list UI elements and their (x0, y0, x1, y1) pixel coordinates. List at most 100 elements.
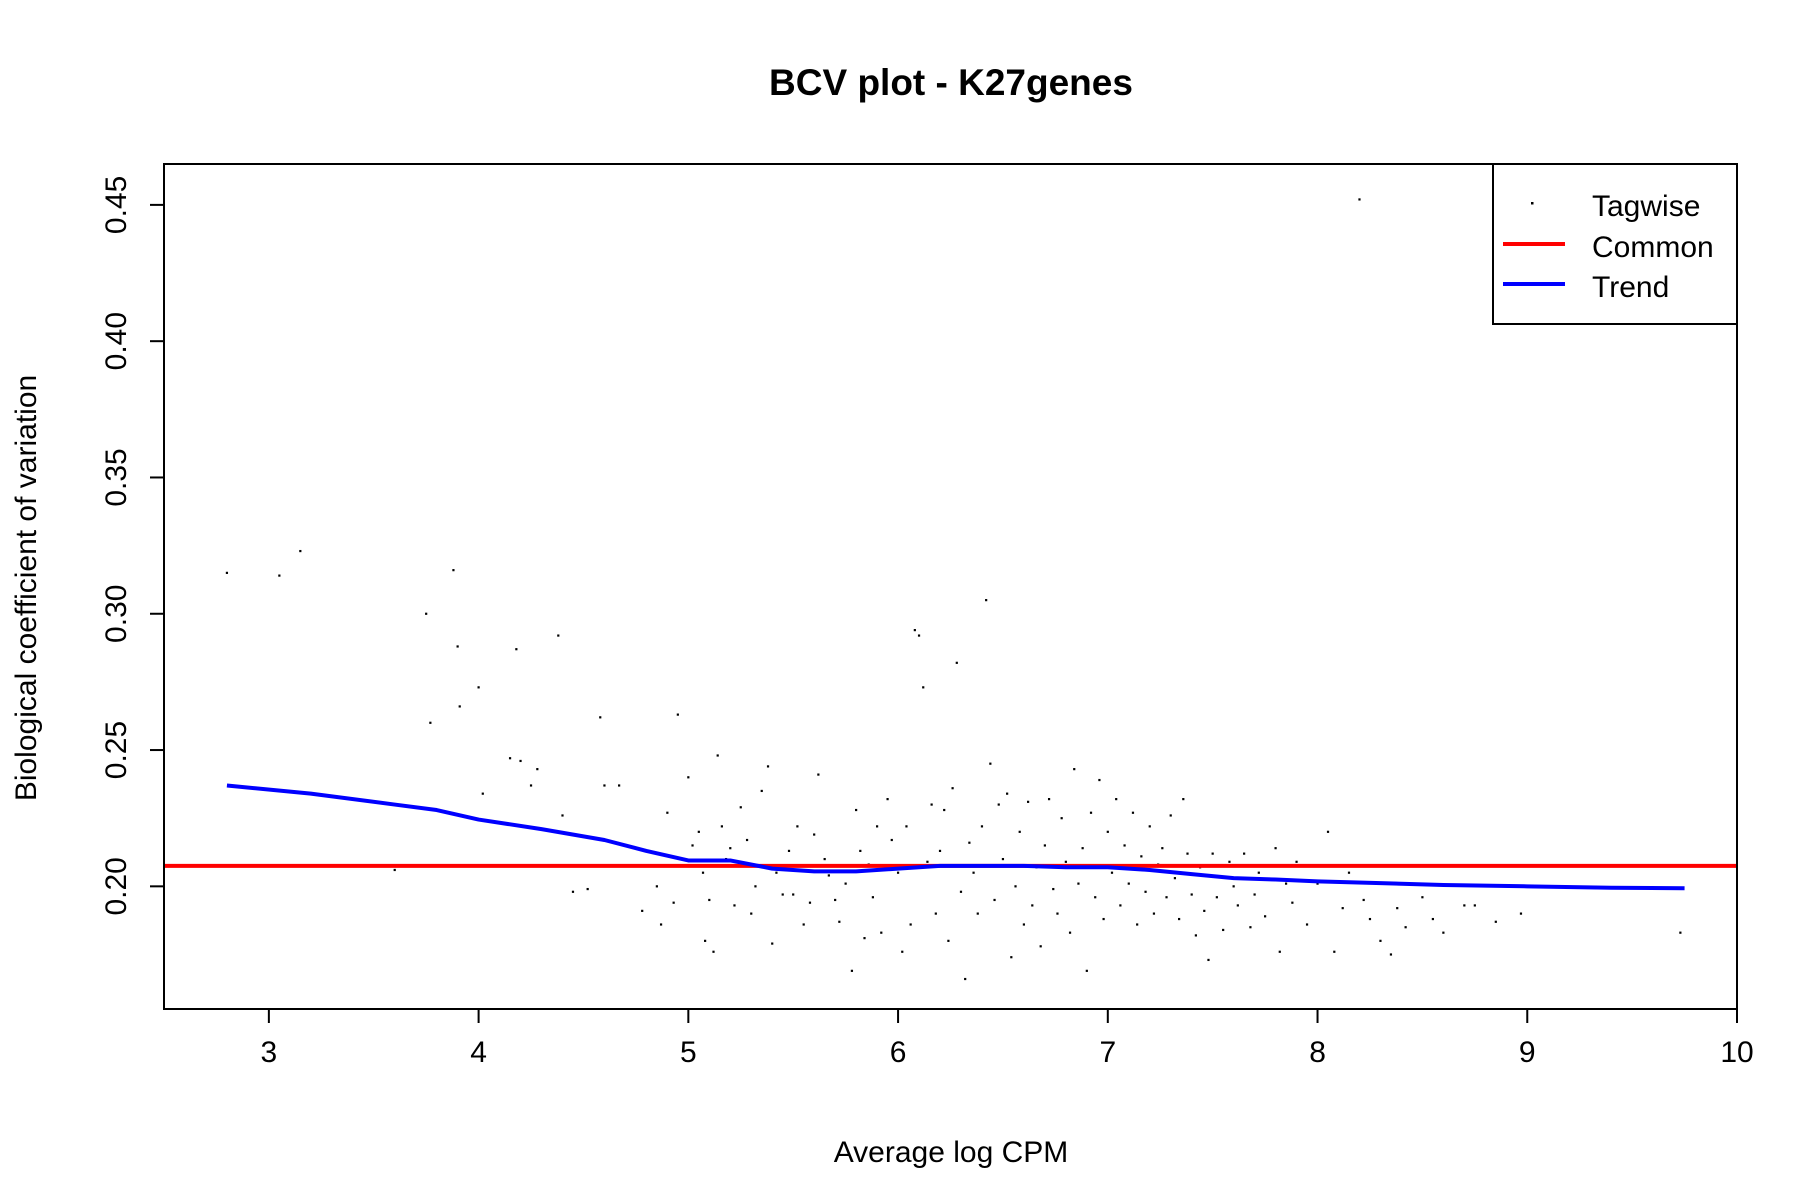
tagwise-point (1316, 882, 1319, 885)
tagwise-point (1284, 882, 1288, 885)
tagwise-point (519, 759, 522, 763)
y-tick-label: 0.40 (100, 312, 133, 370)
tagwise-point (1161, 847, 1164, 850)
tagwise-point (676, 713, 679, 716)
tagwise-point (1182, 798, 1185, 801)
tagwise-point (1098, 778, 1101, 782)
tagwise-point (1232, 885, 1235, 888)
tagwise-point (955, 661, 958, 664)
tagwise-point (1341, 907, 1344, 910)
tagwise-point (1190, 893, 1193, 896)
tagwise-point (1169, 814, 1172, 817)
tagwise-point (1119, 904, 1122, 907)
tagwise-point (571, 890, 575, 893)
tagwise-point (976, 912, 979, 915)
plot-frame (163, 163, 1738, 1010)
tagwise-point (1081, 847, 1084, 850)
tagwise-point (1152, 912, 1156, 915)
tagwise-point (720, 825, 723, 828)
tagwise-point (1073, 768, 1076, 771)
tagwise-point (1106, 830, 1109, 833)
tagwise-point (1222, 928, 1225, 932)
tagwise-point (781, 893, 784, 896)
tagwise-point (917, 634, 921, 637)
tagwise-point (456, 645, 459, 648)
tagwise-point (1421, 896, 1424, 899)
tagwise-point (1379, 939, 1382, 942)
tagwise-point (1274, 847, 1277, 850)
tagwise-point (905, 825, 908, 828)
tagwise-point (481, 792, 484, 795)
tagwise-point (926, 860, 929, 863)
tagwise-point (452, 569, 455, 572)
tagwise-point (1102, 917, 1105, 921)
tagwise-point (890, 838, 893, 842)
tagwise-point (716, 754, 719, 757)
tagwise-point (599, 716, 602, 719)
tagwise-point (1243, 852, 1246, 855)
tagwise-point (1236, 904, 1239, 907)
tagwise-point (1077, 882, 1080, 885)
tagwise-point (896, 871, 900, 874)
tagwise-point (536, 768, 539, 771)
tagwise-point (1295, 860, 1298, 863)
tagwise-point (817, 773, 820, 776)
x-tick-label: 3 (261, 1036, 278, 1069)
tagwise-point (1362, 898, 1365, 902)
tagwise-point (712, 950, 715, 953)
tagwise-point (1131, 811, 1135, 814)
tagwise-point (1006, 792, 1009, 795)
tagwise-point (739, 806, 742, 809)
tagwise-point (1052, 887, 1055, 891)
tagwise-point (1140, 855, 1143, 858)
tagwise-point (938, 849, 942, 853)
tagwise-point (1333, 950, 1336, 953)
tagwise-point (561, 814, 564, 817)
tagwise-point (913, 629, 916, 632)
tagwise-point (425, 612, 428, 615)
tagwise-point (586, 887, 589, 891)
tagwise-point (985, 599, 988, 602)
tagwise-point (792, 893, 795, 896)
tagwise-point (813, 833, 816, 836)
tagwise-point (659, 923, 663, 926)
tagwise-point (1358, 198, 1361, 201)
tagwise-point (515, 648, 518, 651)
tagwise-point (850, 969, 854, 972)
y-tick-label: 0.35 (100, 448, 133, 506)
tagwise-point (1144, 890, 1147, 893)
tagwise-point (1148, 825, 1151, 828)
tagwise-point (886, 798, 889, 801)
tagwise-point (859, 849, 862, 853)
tagwise-point (1396, 907, 1399, 910)
tagwise-point (672, 901, 675, 904)
tagwise-point (766, 765, 770, 768)
chart-title: BCV plot - K27genes (769, 62, 1133, 103)
tagwise-point (787, 849, 791, 853)
legend-label-tagwise: Tagwise (1592, 190, 1700, 223)
tagwise-point (1326, 830, 1330, 833)
legend: Tagwise Common Trend (1492, 163, 1738, 325)
tagwise-point (1291, 901, 1294, 904)
tagwise-point (754, 885, 757, 888)
tagwise-point (1228, 860, 1231, 863)
x-tick-label: 6 (890, 1036, 907, 1069)
tagwise-point (508, 757, 512, 760)
tagwise-point (745, 838, 749, 842)
tagwise-point (808, 901, 812, 904)
tagwise-point (1194, 934, 1197, 937)
tagwise-point (655, 885, 658, 888)
tagwise-point (823, 857, 826, 861)
tagwise-point (1253, 893, 1256, 896)
tagwise-point (901, 950, 904, 953)
tagwise-point (701, 871, 705, 874)
tagwise-point (1264, 915, 1267, 918)
tagwise-point (529, 784, 533, 787)
tagwise-point (844, 882, 847, 885)
tagwise-point (951, 787, 954, 790)
x-axis: 3 4 5 6 7 8 9 10 (261, 1008, 1754, 1069)
tagwise-point (1047, 798, 1051, 801)
tagwise-point (1368, 917, 1372, 921)
tagwise-point (1085, 969, 1088, 972)
tagwise-point (477, 686, 480, 689)
